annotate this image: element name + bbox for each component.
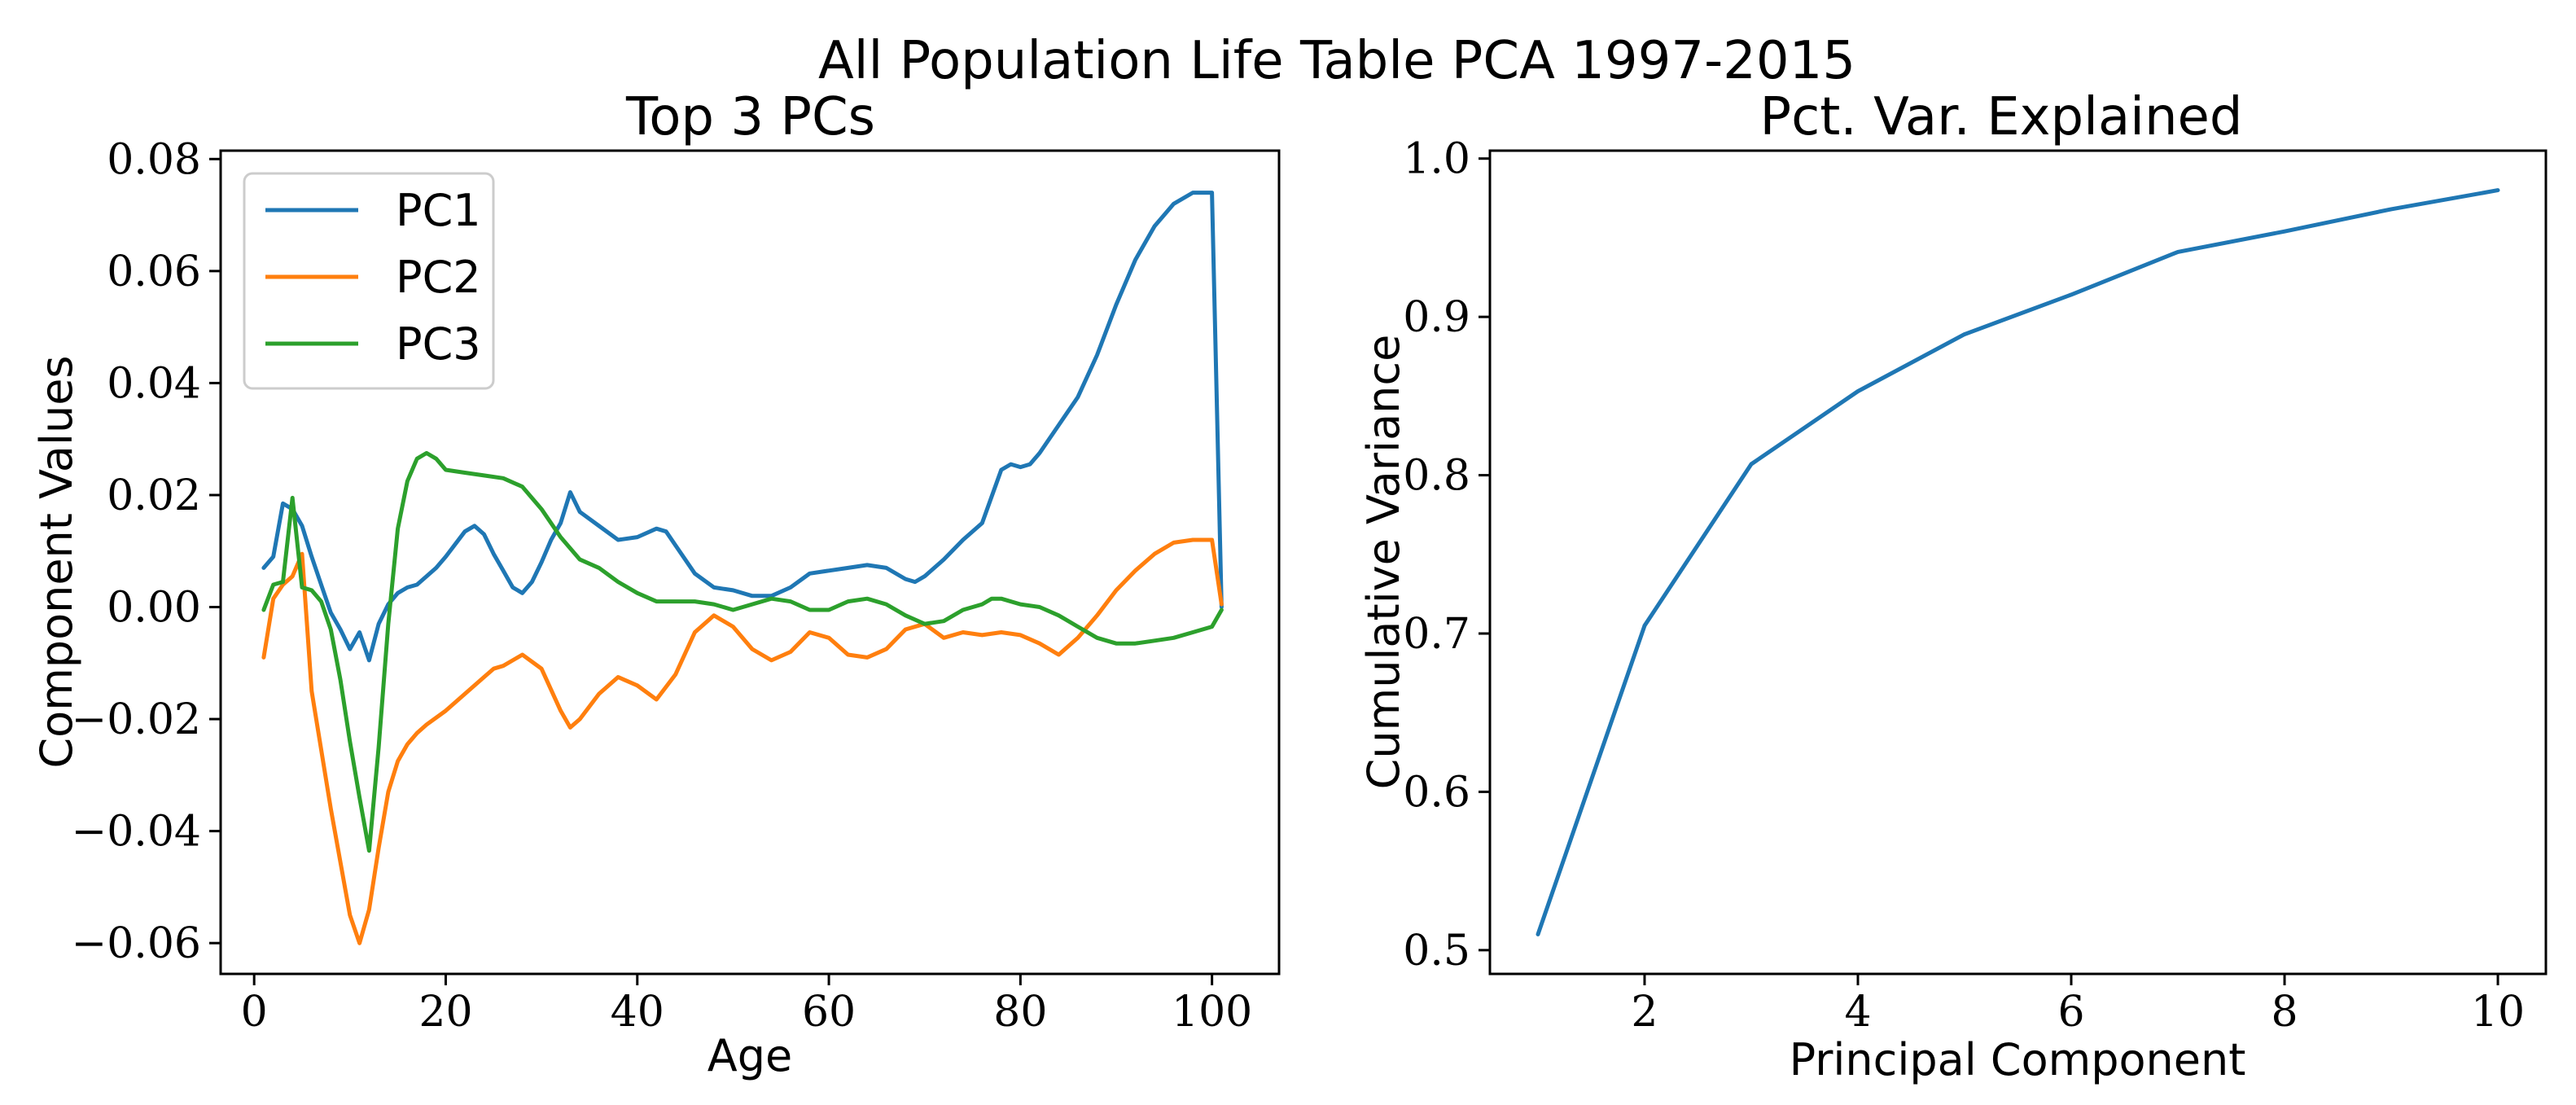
legend-box xyxy=(243,172,495,390)
right-x-tick-label: 8 xyxy=(2271,988,2298,1037)
left-series-line-pc3 xyxy=(261,450,1224,853)
pc-components-panel: Top 3 PCs 0 20 40 60 80 100 −0.06 −0.04 −0.02 0.0… xyxy=(31,87,1281,1081)
left-x-tick-label: 80 xyxy=(993,988,1047,1037)
right-x-tick-label: 10 xyxy=(2471,988,2525,1037)
right-y-tick-label: 1.0 xyxy=(1403,135,1470,184)
right-x-tick-label: 6 xyxy=(2057,988,2084,1037)
figure-title: All Population Life Table PCA 1997-2015 xyxy=(818,31,1855,91)
legend: PC1 PC2 PC3 xyxy=(243,172,495,390)
left-x-tick-label: 100 xyxy=(1172,988,1252,1037)
right-y-tick-label: 0.9 xyxy=(1403,293,1470,342)
left-x-tick-label: 0 xyxy=(241,988,268,1037)
right-y-axis-label: Cumulative Variance xyxy=(1358,335,1409,790)
left-y-tick-label: 0.00 xyxy=(107,584,201,633)
left-y-tick-label: 0.04 xyxy=(107,359,201,408)
legend-label-pc3: PC3 xyxy=(396,318,481,370)
right-y-tick-label: 0.7 xyxy=(1403,610,1470,659)
left-y-axis-label: Component Values xyxy=(31,355,82,768)
left-series-line-pc1 xyxy=(261,191,1224,663)
right-y-tick-label: 0.6 xyxy=(1403,768,1470,817)
left-plot-frame xyxy=(219,149,1281,976)
left-panel-title: Top 3 PCs xyxy=(625,87,875,147)
left-x-tick-label: 20 xyxy=(418,988,472,1037)
right-panel-title: Pct. Var. Explained xyxy=(1760,87,2243,147)
left-x-tick-label: 40 xyxy=(611,988,664,1037)
left-y-tick-label: −0.02 xyxy=(72,695,201,744)
right-x-tick-label: 2 xyxy=(1631,988,1658,1037)
left-series-line-pc2 xyxy=(261,537,1224,945)
legend-label-pc1: PC1 xyxy=(396,185,481,236)
right-plot-frame xyxy=(1488,149,2548,976)
left-y-tick-label: 0.06 xyxy=(107,248,201,296)
left-y-tick-label: 0.02 xyxy=(107,471,201,520)
variance-explained-panel: Pct. Var. Explained 2 4 6 8 10 0.5 0.6 0.7 0.8 0.… xyxy=(1358,87,2548,1085)
right-series-line-cumulative-variance xyxy=(1536,188,2500,936)
legend-label-pc2: PC2 xyxy=(396,252,481,303)
left-x-axis-label: Age xyxy=(708,1030,792,1081)
left-y-tick-label: −0.06 xyxy=(72,919,201,968)
right-y-tick-label: 0.8 xyxy=(1403,452,1470,501)
right-x-tick-label: 4 xyxy=(1844,988,1871,1037)
left-y-tick-label: 0.08 xyxy=(107,135,201,184)
right-y-tick-label: 0.5 xyxy=(1403,927,1470,976)
right-x-axis-label: Principal Component xyxy=(1790,1034,2246,1085)
left-x-tick-label: 60 xyxy=(802,988,856,1037)
left-y-tick-label: −0.04 xyxy=(72,808,201,857)
